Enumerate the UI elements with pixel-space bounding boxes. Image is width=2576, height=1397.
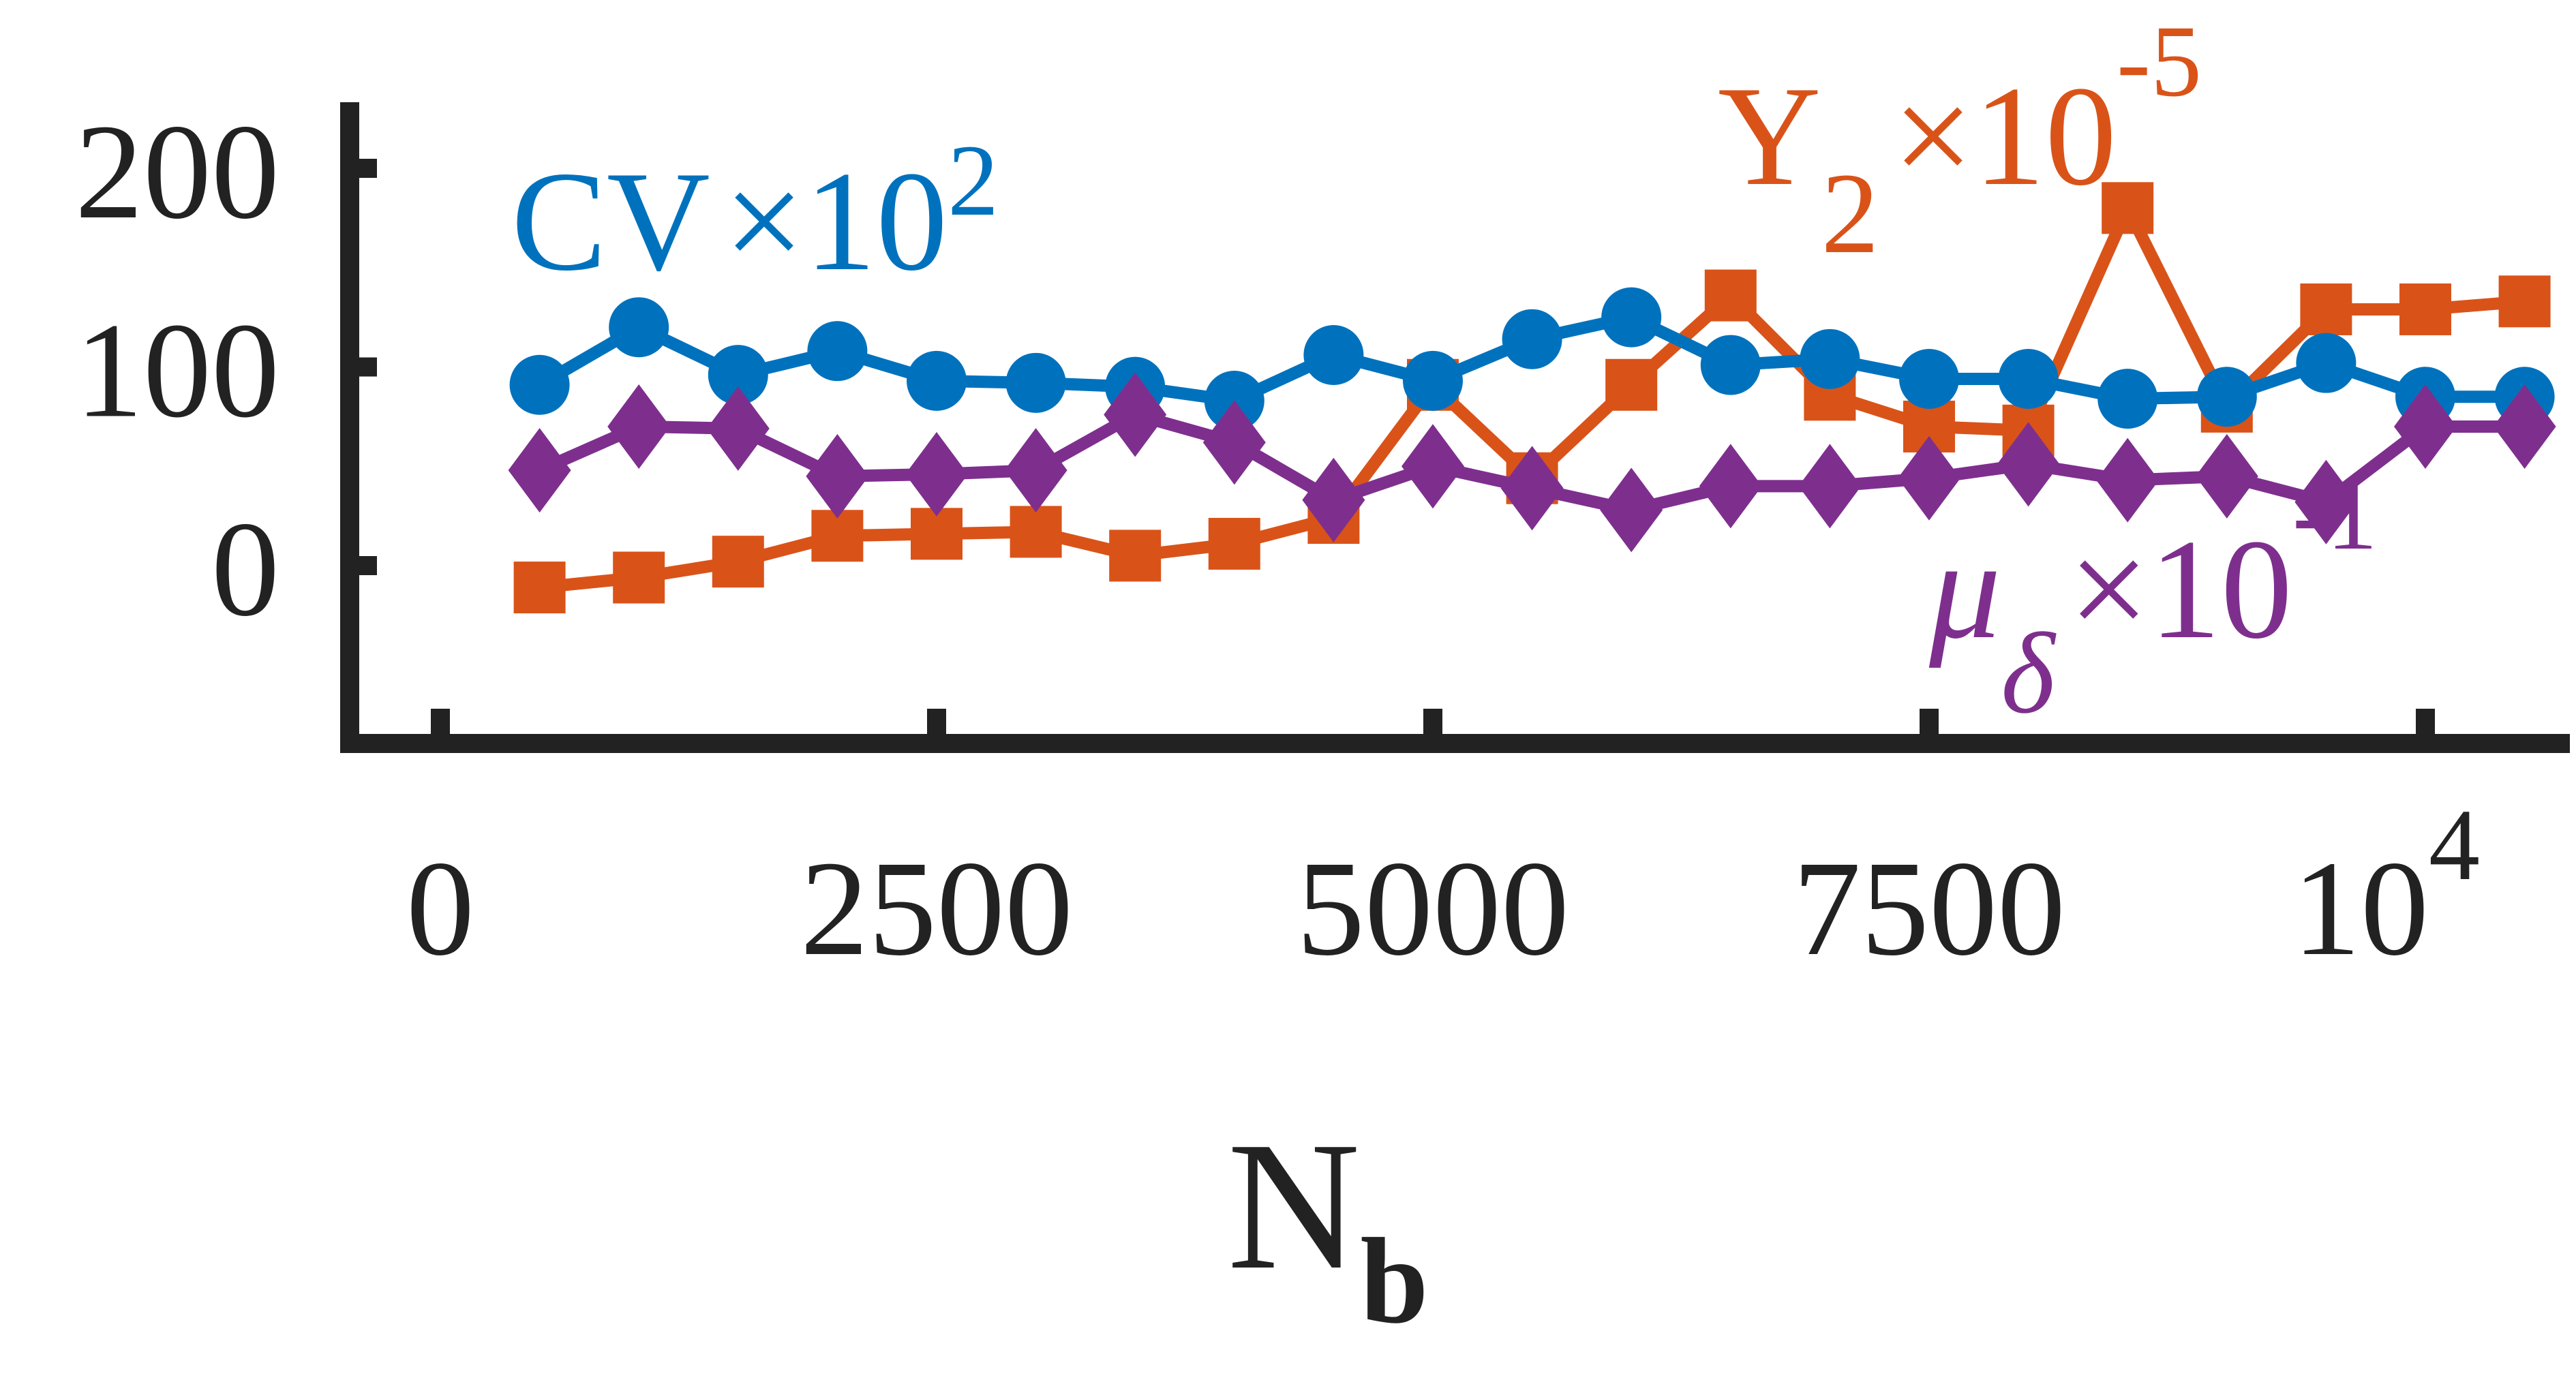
data-point [613, 551, 665, 604]
data-point [706, 386, 770, 471]
data-point [2195, 433, 2258, 519]
data-point [2300, 283, 2352, 335]
data-point [806, 433, 869, 519]
data-point [2102, 182, 2154, 234]
data-point [905, 431, 968, 517]
data-point [1800, 328, 1860, 389]
data-point [609, 297, 669, 358]
x-tick-label: 7500 [1793, 833, 2065, 984]
data-point [513, 562, 566, 614]
data-point [1601, 287, 1662, 348]
data-point [508, 428, 571, 513]
data-point [1302, 457, 1365, 542]
data-point [2399, 283, 2451, 335]
data-point [1104, 372, 1167, 457]
series-layer [508, 182, 2556, 614]
y-tick-label: 100 [75, 296, 279, 446]
data-point [2394, 384, 2457, 469]
axes [340, 102, 2570, 753]
data-point [509, 354, 570, 415]
data-point [1700, 335, 1761, 395]
data-point [807, 321, 868, 382]
series-0 [509, 287, 2555, 431]
data-point [712, 536, 764, 588]
data-point [1704, 269, 1757, 322]
data-point [607, 384, 671, 469]
x-tick-label: 2500 [800, 833, 1073, 984]
series-label-cv: CV×102 [511, 124, 999, 301]
data-point [708, 345, 768, 405]
data-point [1898, 435, 1960, 521]
data-point [1998, 348, 2059, 409]
data-point [1502, 309, 1562, 369]
data-point [911, 508, 963, 560]
data-point [1401, 424, 1464, 509]
x-tick-label: 5000 [1297, 833, 1569, 984]
data-point [2493, 384, 2556, 469]
y-tick-label: 200 [75, 97, 279, 247]
data-point [1004, 428, 1067, 513]
x-tick-label: 0 [406, 833, 474, 984]
data-point [1208, 517, 1260, 570]
series-label-mu-delta: μδ×10-1 [1928, 458, 2378, 737]
data-point [1600, 467, 1663, 553]
data-point [2096, 437, 2160, 523]
data-point [1005, 352, 1066, 413]
data-point [1699, 444, 1762, 529]
data-point [2294, 459, 2358, 544]
data-point [1109, 529, 1162, 582]
data-point [2196, 367, 2257, 427]
data-point [2296, 333, 2357, 393]
y-ticks: 0 100 200 [75, 97, 377, 645]
data-point [2097, 369, 2158, 429]
data-point [1500, 446, 1564, 531]
series-label-y2: Y2×10-5 [1718, 5, 2202, 277]
data-point [1997, 422, 2060, 507]
data-point [907, 350, 967, 411]
data-point [1403, 350, 1463, 411]
data-point [1303, 325, 1364, 386]
x-axis-label: Nb [1227, 1104, 1428, 1349]
data-point [1798, 444, 1862, 529]
data-point [1899, 348, 1959, 409]
y-tick-label: 0 [211, 494, 279, 645]
data-point [1605, 358, 1658, 411]
data-point [1010, 506, 1062, 558]
series-2 [508, 372, 2556, 553]
x-ticks: 0 2500 5000 7500 104 [406, 709, 2480, 984]
x-tick-label: 104 [2292, 788, 2480, 984]
data-point [2498, 275, 2551, 328]
data-point [1202, 400, 1266, 485]
data-point [811, 510, 864, 562]
